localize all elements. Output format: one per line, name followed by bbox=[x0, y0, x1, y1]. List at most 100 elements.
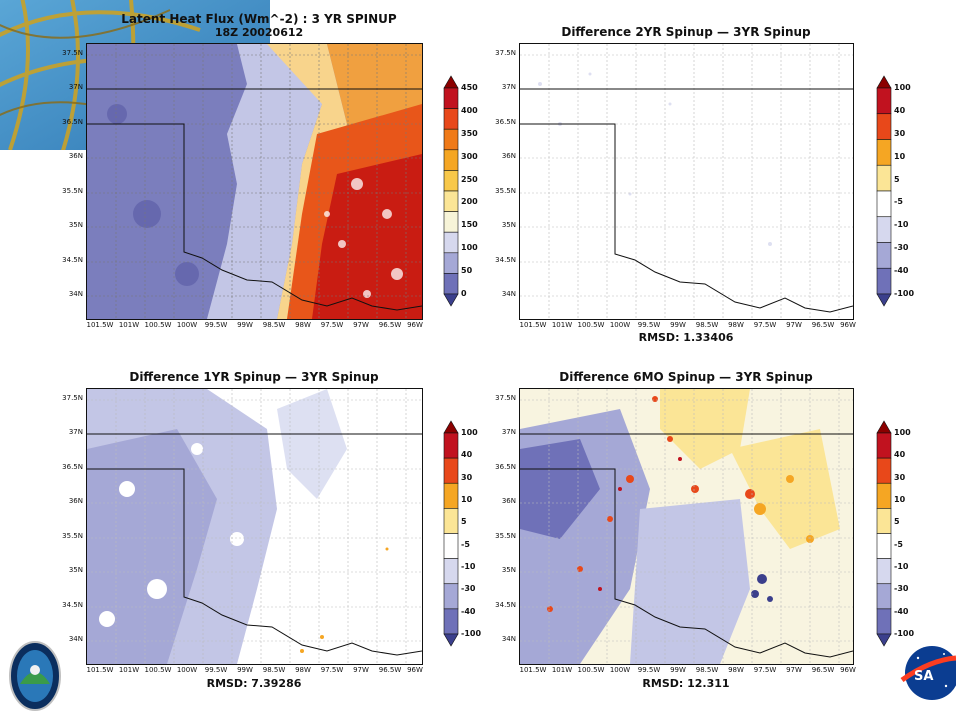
colorbar-bottom-cap bbox=[876, 293, 892, 307]
longitude-label: 100.5W bbox=[577, 666, 605, 674]
panel-2-rmsd: RMSD: 1.33406 bbox=[638, 331, 734, 344]
colorbar-segment bbox=[443, 211, 459, 233]
colorbar-label: 5 bbox=[894, 517, 900, 527]
panel-4-map bbox=[519, 388, 854, 665]
colorbar-segment bbox=[443, 128, 459, 151]
longitude-label: 100.5W bbox=[144, 321, 172, 329]
latitude-label: 36.5N bbox=[62, 118, 83, 126]
longitude-label: 99W bbox=[670, 666, 686, 674]
longitude-label: 98.5W bbox=[695, 666, 719, 674]
colorbar-segment bbox=[876, 533, 892, 559]
latitude-label: 34.5N bbox=[62, 601, 83, 609]
colorbar-segment bbox=[443, 608, 459, 635]
colorbar-label: -40 bbox=[461, 606, 476, 616]
colorbar-label: -5 bbox=[894, 197, 903, 207]
colorbar-top-cap bbox=[876, 75, 892, 89]
latitude-label: 35N bbox=[68, 221, 83, 229]
colorbar-label: -30 bbox=[894, 243, 909, 253]
colorbar-segment bbox=[876, 457, 892, 484]
colorbar-segment bbox=[443, 508, 459, 534]
longitude-label: 98W bbox=[295, 321, 311, 329]
panel-3-title: Difference 1YR Spinup — 3YR Spinup bbox=[129, 370, 379, 384]
latitude-label: 35.5N bbox=[62, 187, 83, 195]
longitude-label: 97.5W bbox=[753, 321, 777, 329]
longitude-label: 96W bbox=[840, 666, 856, 674]
colorbar-label: 400 bbox=[461, 105, 478, 115]
colorbar-segment bbox=[876, 508, 892, 534]
colorbar-segment bbox=[443, 432, 459, 459]
longitude-label: 100W bbox=[609, 666, 631, 674]
latitude-label: 37N bbox=[501, 83, 516, 91]
colorbar-label: 250 bbox=[461, 174, 478, 184]
colorbar-label: 30 bbox=[461, 472, 473, 482]
colorbar-label: 200 bbox=[461, 197, 478, 207]
longitude-label: 99.5W bbox=[637, 666, 661, 674]
latitude-label: 37.5N bbox=[495, 394, 516, 402]
colorbar-segment bbox=[443, 482, 459, 509]
latitude-label: 36.5N bbox=[495, 118, 516, 126]
panel-4-title: Difference 6MO Spinup — 3YR Spinup bbox=[559, 370, 813, 384]
longitude-label: 99W bbox=[237, 321, 253, 329]
longitude-label: 98.5W bbox=[262, 666, 286, 674]
colorbar-label: 350 bbox=[461, 128, 478, 138]
longitude-label: 98.5W bbox=[695, 321, 719, 329]
colorbar-label: 30 bbox=[894, 472, 906, 482]
colorbar-top-cap bbox=[443, 75, 459, 89]
colorbar-label: -5 bbox=[894, 539, 903, 549]
mission-patch-logo bbox=[8, 640, 62, 712]
colorbar-label: 40 bbox=[461, 450, 473, 460]
longitude-label: 96.5W bbox=[378, 666, 402, 674]
longitude-label: 99W bbox=[670, 321, 686, 329]
latitude-label: 34.5N bbox=[495, 601, 516, 609]
colorbar-segment bbox=[443, 583, 459, 610]
colorbar-label: -10 bbox=[461, 562, 476, 571]
colorbar-segment bbox=[876, 608, 892, 635]
longitude-label: 100W bbox=[609, 321, 631, 329]
latitude-label: 37.5N bbox=[62, 49, 83, 57]
longitude-label: 98W bbox=[728, 666, 744, 674]
colorbar-bottom-cap bbox=[443, 633, 459, 647]
colorbar-label: -100 bbox=[894, 289, 915, 298]
colorbar-label: -30 bbox=[894, 584, 909, 594]
longitude-label: 98W bbox=[295, 666, 311, 674]
colorbar-label: 10 bbox=[894, 495, 906, 504]
svg-text:SA: SA bbox=[914, 669, 933, 684]
colorbar-top-cap bbox=[876, 420, 892, 434]
colorbar-segment bbox=[876, 432, 892, 459]
colorbar-segment bbox=[443, 87, 459, 109]
longitude-label: 96.5W bbox=[811, 321, 835, 329]
longitude-label: 101.5W bbox=[519, 666, 547, 674]
latitude-label: 36N bbox=[68, 497, 83, 505]
longitude-label: 99W bbox=[237, 666, 253, 674]
colorbar-label: 40 bbox=[894, 105, 906, 115]
latitude-label: 37.5N bbox=[62, 394, 83, 402]
colorbar-segment bbox=[876, 87, 892, 115]
longitude-label: 101W bbox=[551, 666, 573, 674]
longitude-label: 96.5W bbox=[811, 666, 835, 674]
longitude-label: 96W bbox=[407, 321, 423, 329]
colorbar-label: 450 bbox=[461, 83, 478, 92]
longitude-label: 101W bbox=[118, 666, 140, 674]
colorbar-label: 10 bbox=[894, 151, 906, 161]
colorbar-label: 10 bbox=[461, 495, 473, 504]
longitude-label: 101.5W bbox=[519, 321, 547, 329]
panel-1-map bbox=[86, 43, 423, 320]
colorbar-label: -40 bbox=[894, 606, 909, 616]
nasa-logo: SA bbox=[900, 640, 959, 706]
colorbar-label: 0 bbox=[461, 289, 467, 298]
colorbar-label: 50 bbox=[461, 266, 473, 276]
latitude-label: 35N bbox=[501, 221, 516, 229]
colorbar-segment bbox=[443, 190, 459, 212]
longitude-label: 101.5W bbox=[86, 666, 114, 674]
colorbar bbox=[876, 420, 892, 647]
longitude-label: 101W bbox=[551, 321, 573, 329]
panel-3-map bbox=[86, 388, 423, 665]
longitude-label: 98W bbox=[728, 321, 744, 329]
longitude-label: 101.5W bbox=[86, 321, 114, 329]
colorbar-label: 5 bbox=[894, 174, 900, 184]
colorbar-segment bbox=[876, 190, 892, 218]
latitude-label: 37N bbox=[68, 83, 83, 91]
latitude-label: 34N bbox=[501, 635, 516, 643]
panel-1-title-line-1: Latent Heat Flux (Wm^-2) : 3 YR SPINUP bbox=[121, 12, 397, 26]
colorbar-label: 40 bbox=[894, 450, 906, 460]
